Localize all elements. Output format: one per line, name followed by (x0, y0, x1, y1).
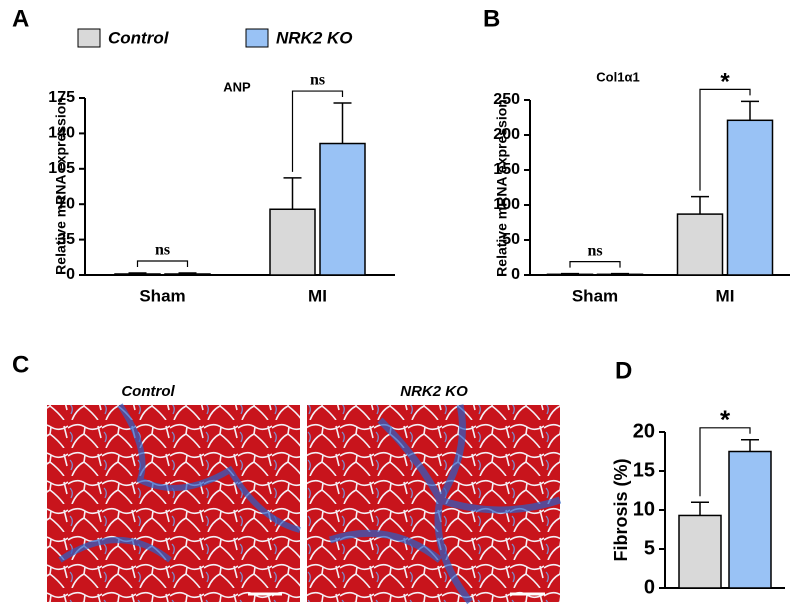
chart-title: Col1α1 (596, 69, 639, 84)
panel-letter: B (483, 5, 500, 32)
x-tick-label: MI (716, 286, 735, 305)
error-bar (741, 100, 759, 121)
y-tick-label: 250 (493, 91, 520, 108)
chart-title: ANP (223, 79, 251, 94)
significance-bracket (136, 260, 189, 267)
y-tick-label: 105 (48, 160, 75, 177)
panel-letter: C (12, 351, 29, 378)
significance-label: * (720, 405, 731, 435)
y-axis-label: Relative mRNA expression (494, 99, 510, 277)
error-bar (741, 439, 759, 452)
legend-label: Control (108, 28, 170, 47)
y-tick-label: 35 (57, 231, 75, 248)
bar (164, 273, 211, 276)
bar (726, 119, 774, 276)
y-tick-label: 70 (57, 195, 75, 212)
bar (319, 142, 366, 276)
significance-bracket (569, 261, 621, 268)
significance-label: ns (155, 242, 170, 259)
fibrosis-stain (58, 403, 301, 563)
image-label: Control (121, 383, 175, 400)
significance-label: ns (587, 242, 602, 259)
y-tick-label: 140 (48, 125, 75, 142)
y-tick-label: 15 (633, 459, 655, 481)
histology-image (307, 405, 560, 602)
histology-panel: C Control NRK2 KO (12, 351, 562, 605)
y-tick-label: 200 (493, 126, 520, 143)
legend-swatch (245, 28, 269, 48)
image-label: NRK2 KO (400, 383, 468, 400)
error-bar (691, 195, 709, 215)
y-tick-label: 0 (644, 576, 655, 598)
legend-swatch (77, 28, 101, 48)
bar (114, 273, 161, 276)
panel-letter: D (615, 357, 632, 384)
significance-label: ns (310, 72, 325, 89)
x-tick-label: Sham (572, 286, 618, 305)
y-tick-label: 100 (493, 196, 520, 213)
legend-label: NRK2 KO (276, 28, 353, 47)
panel-letter: A (12, 5, 29, 32)
y-tick-label: 175 (48, 89, 75, 106)
y-tick-label: 0 (511, 266, 520, 283)
bar (676, 213, 724, 276)
histology-image (47, 405, 300, 602)
error-bar (128, 272, 147, 274)
error-bar (333, 102, 352, 144)
error-bar (283, 177, 302, 210)
significance-label: * (720, 69, 730, 96)
bar (596, 273, 644, 276)
y-tick-label: 5 (644, 537, 655, 559)
y-tick-label: 20 (633, 420, 655, 442)
fibrosis-stain (328, 404, 562, 605)
y-tick-label: 0 (66, 266, 75, 283)
x-tick-label: Sham (139, 286, 185, 305)
bar (269, 208, 316, 276)
bar (546, 273, 594, 276)
x-tick-label: MI (308, 286, 327, 305)
y-axis-label: Relative mRNA expression (53, 97, 69, 275)
y-tick-label: 150 (493, 161, 520, 178)
y-axis-label: Fibrosis (%) (611, 458, 631, 561)
y-tick-label: 10 (633, 498, 655, 520)
significance-bracket (291, 90, 344, 172)
error-bar (561, 272, 579, 275)
error-bar (691, 501, 709, 516)
bar (678, 514, 722, 589)
error-bar (178, 272, 197, 274)
y-tick-label: 50 (502, 231, 520, 248)
bar (728, 450, 772, 589)
error-bar (611, 272, 629, 275)
significance-bracket (699, 88, 751, 191)
significance-bracket (699, 427, 751, 497)
